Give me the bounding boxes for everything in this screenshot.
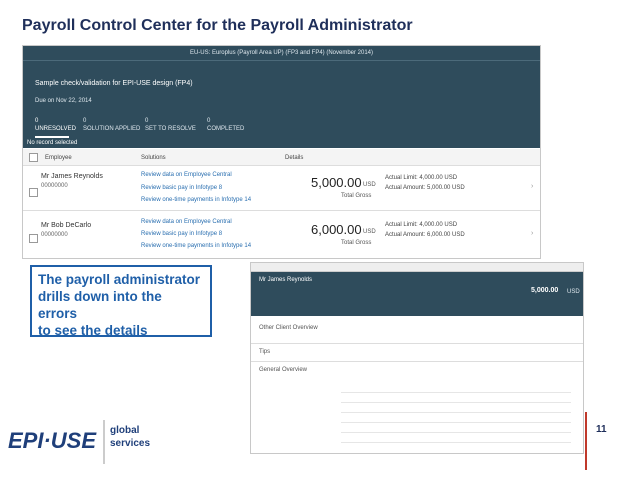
- amount-label: Total Gross: [341, 193, 372, 199]
- row-checkbox[interactable]: [29, 234, 38, 243]
- callout-box: The payroll administrator drills down in…: [30, 265, 212, 338]
- amount-label: Total Gross: [341, 240, 372, 246]
- row-chevron[interactable]: ›: [531, 183, 534, 190]
- detail-amount: 5,000.00: [531, 287, 559, 294]
- employee-name: Mr Bob DeCarlo: [41, 222, 92, 229]
- currency: USD: [363, 182, 376, 188]
- solution-link[interactable]: Review data on Employee Central: [141, 172, 232, 178]
- section-title: Tips: [259, 349, 271, 355]
- active-tab-indicator: [35, 136, 69, 138]
- detail-screenshot: Mr James Reynolds 5,000.00 USD Other Cli…: [250, 262, 584, 454]
- browser-bar: [251, 263, 583, 272]
- logo-brand: EPI·USE: [8, 428, 97, 453]
- detail-field-rows: [341, 383, 571, 443]
- logo-tagline: services: [110, 438, 151, 449]
- employee-name: Mr James Reynolds: [41, 173, 103, 180]
- status-label[interactable]: COMPLETED: [207, 126, 245, 132]
- page-number: 11: [596, 424, 607, 435]
- check-title: Sample check/validation for EPI-USE desi…: [35, 80, 193, 87]
- detail-employee-name: Mr James Reynolds: [259, 277, 313, 283]
- employee-id: 00000000: [41, 232, 68, 238]
- callout-line: The payroll administrator: [38, 272, 201, 287]
- column-header: Solutions: [141, 155, 166, 161]
- solution-link[interactable]: Review data on Employee Central: [141, 219, 232, 225]
- status-count[interactable]: 0: [35, 118, 39, 124]
- status-label[interactable]: UNRESOLVED: [35, 126, 76, 132]
- selection-status: No record selected: [27, 140, 78, 146]
- detail-line: Actual Amount: 6,000.00 USD: [385, 232, 465, 238]
- column-header: Employee: [45, 155, 72, 161]
- solution-link[interactable]: Review basic pay in Infotype 8: [141, 231, 223, 237]
- solution-link[interactable]: Review basic pay in Infotype 8: [141, 185, 223, 191]
- detail-line: Actual Amount: 5,000.00 USD: [385, 185, 465, 191]
- section-title: General Overview: [259, 367, 308, 373]
- status-label[interactable]: SET TO RESOLVE: [145, 126, 196, 132]
- amount: 5,000.00: [311, 175, 362, 190]
- main-screenshot: EU-US: Europlus (Payroll Area UP) (FP3 a…: [22, 45, 541, 259]
- divider: [23, 60, 540, 61]
- column-header: Details: [285, 155, 304, 161]
- status-count[interactable]: 0: [145, 118, 149, 124]
- section-title: Other Client Overview: [259, 325, 318, 331]
- detail-line: Actual Limit: 4,000.00 USD: [385, 222, 458, 228]
- amount: 6,000.00: [311, 222, 362, 237]
- select-all-checkbox[interactable]: [29, 153, 38, 162]
- currency: USD: [363, 229, 376, 235]
- slide-title: Payroll Control Center for the Payroll A…: [22, 17, 413, 34]
- employee-id: 00000000: [41, 183, 68, 189]
- divider: [251, 343, 583, 344]
- logo-tagline: global: [110, 425, 140, 436]
- top-bar-title: EU-US: Europlus (Payroll Area UP) (FP3 a…: [189, 50, 374, 56]
- table-row[interactable]: [23, 166, 540, 211]
- detail-line: Actual Limit: 4,000.00 USD: [385, 175, 458, 181]
- row-checkbox[interactable]: [29, 188, 38, 197]
- row-chevron[interactable]: ›: [531, 230, 534, 237]
- detail-currency: USD: [567, 289, 580, 295]
- table-header: [23, 149, 540, 166]
- due-date: Due on Nov 22, 2014: [35, 98, 92, 104]
- solution-link[interactable]: Review one-time payments in Infotype 14: [141, 197, 252, 203]
- solution-link[interactable]: Review one-time payments in Infotype 14: [141, 243, 252, 249]
- divider: [251, 361, 583, 362]
- header-band: [23, 46, 540, 148]
- callout-line: to see the details: [38, 323, 148, 338]
- status-label[interactable]: SOLUTION APPLIED: [83, 126, 141, 132]
- status-count[interactable]: 0: [83, 118, 87, 124]
- detail-header-band: [251, 272, 583, 316]
- callout-line: drills down into the errors: [38, 289, 162, 321]
- status-count[interactable]: 0: [207, 118, 211, 124]
